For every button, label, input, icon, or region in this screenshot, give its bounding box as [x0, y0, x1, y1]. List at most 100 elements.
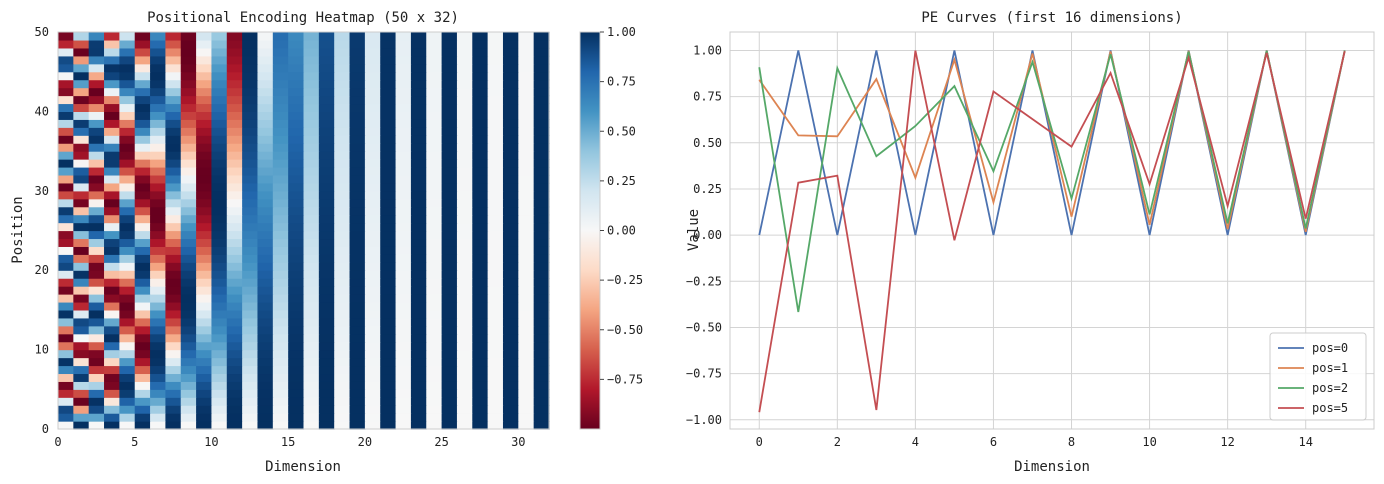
heatmap-cell — [487, 198, 504, 208]
heatmap-cell — [456, 365, 473, 375]
heatmap-cell — [180, 103, 197, 112]
heatmap-cell — [150, 317, 167, 327]
line-x-label: Dimension — [1014, 459, 1090, 475]
heatmap-cell — [73, 309, 90, 319]
heatmap-y-tick-label: 0 — [42, 422, 49, 436]
heatmap-cell — [364, 87, 381, 97]
heatmap-cell — [119, 222, 136, 232]
heatmap-cell — [410, 325, 427, 335]
heatmap-cell — [487, 143, 504, 152]
heatmap-cell — [165, 309, 182, 319]
heatmap-cell — [395, 373, 412, 382]
line-frame — [729, 31, 1375, 430]
heatmap-cell — [533, 143, 550, 152]
heatmap-cell — [380, 63, 397, 73]
heatmap-cell — [410, 294, 427, 303]
heatmap-cell — [150, 151, 167, 160]
heatmap-cell — [380, 55, 397, 65]
heatmap-cell — [395, 341, 412, 351]
heatmap-cell — [441, 294, 458, 303]
line-y-tick-label: 0.50 — [693, 136, 722, 150]
heatmap-cell — [257, 365, 274, 375]
heatmap-cell — [165, 254, 182, 263]
heatmap-cell — [533, 270, 550, 279]
heatmap-cell — [334, 151, 351, 160]
heatmap-cell — [211, 325, 228, 335]
heatmap-cell — [487, 246, 504, 255]
heatmap-cell — [180, 309, 197, 319]
heatmap-cell — [242, 286, 259, 295]
heatmap-cell — [410, 182, 427, 192]
heatmap-cell — [364, 214, 381, 224]
heatmap-cell — [226, 79, 243, 89]
heatmap-cell — [472, 381, 489, 390]
heatmap-cell — [303, 190, 320, 200]
heatmap-cell — [257, 317, 274, 327]
heatmap-cell — [58, 95, 74, 105]
heatmap-cell — [395, 397, 412, 406]
heatmap-cell — [318, 182, 335, 192]
heatmap-cell — [533, 230, 550, 240]
heatmap-cell — [288, 349, 305, 359]
heatmap-cell — [426, 413, 443, 422]
heatmap-cell — [257, 119, 274, 128]
heatmap-cell — [426, 309, 443, 319]
heatmap-cell — [180, 143, 197, 152]
heatmap-cell — [380, 317, 397, 327]
heatmap-cell — [349, 182, 366, 192]
heatmap-cell — [303, 143, 320, 152]
heatmap-cell — [410, 317, 427, 327]
heatmap-cell — [257, 222, 274, 232]
heatmap-cell — [165, 286, 182, 295]
heatmap-cell — [257, 270, 274, 279]
heatmap-cell — [257, 301, 274, 311]
heatmap-cell — [226, 159, 243, 168]
heatmap-cell — [456, 214, 473, 224]
heatmap-cell — [165, 238, 182, 247]
heatmap-cell — [487, 421, 504, 430]
heatmap-cell — [165, 71, 182, 81]
heatmap-cell — [119, 190, 136, 200]
heatmap-cell — [472, 206, 489, 216]
heatmap-cell — [441, 95, 458, 105]
line-y-tick-label: −0.50 — [686, 320, 722, 334]
heatmap-cell — [303, 214, 320, 224]
heatmap-cell — [456, 39, 473, 49]
heatmap-cell — [196, 135, 213, 144]
heatmap-cell — [58, 246, 74, 255]
heatmap-cell — [73, 206, 90, 216]
heatmap-cell — [180, 413, 197, 422]
heatmap-cell — [150, 309, 167, 319]
heatmap-cell — [441, 230, 458, 240]
heatmap-cell — [349, 103, 366, 112]
heatmap-cell — [380, 262, 397, 271]
heatmap-cell — [334, 365, 351, 375]
legend-label: pos=1 — [1312, 361, 1348, 375]
heatmap-cell — [502, 111, 519, 120]
heatmap-cell — [472, 325, 489, 335]
heatmap-cell — [226, 198, 243, 208]
heatmap-cell — [58, 413, 74, 422]
heatmap-cell — [395, 127, 412, 136]
heatmap-cell — [456, 333, 473, 343]
heatmap-cell — [487, 373, 504, 382]
heatmap-cell — [150, 190, 167, 200]
heatmap-cell — [364, 198, 381, 208]
heatmap-cell — [288, 325, 305, 335]
heatmap-cell — [487, 119, 504, 128]
heatmap-cell — [364, 333, 381, 343]
heatmap-cell — [196, 254, 213, 263]
heatmap-cell — [487, 151, 504, 160]
heatmap-cell — [211, 174, 228, 184]
heatmap-cell — [395, 71, 412, 81]
heatmap-cell — [211, 127, 228, 136]
heatmap-cell — [303, 294, 320, 303]
heatmap-cell — [334, 55, 351, 65]
heatmap-cell — [272, 127, 289, 136]
heatmap-cell — [533, 341, 550, 351]
heatmap-cell — [119, 87, 136, 97]
heatmap-cell — [533, 389, 550, 398]
heatmap-cell — [502, 246, 519, 255]
heatmap-cell — [104, 317, 120, 327]
heatmap-cell — [226, 365, 243, 375]
